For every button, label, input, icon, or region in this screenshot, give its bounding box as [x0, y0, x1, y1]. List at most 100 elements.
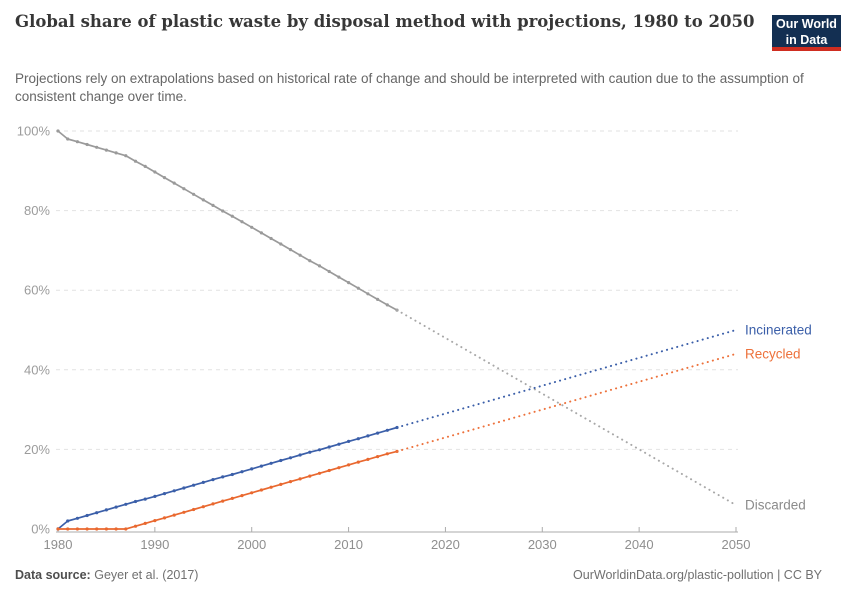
series-marker-incinerated	[221, 475, 225, 479]
series-marker-discarded	[376, 297, 380, 301]
series-marker-incinerated	[347, 439, 351, 443]
series-marker-recycled	[124, 527, 128, 531]
owid-logo-line1: Our World	[776, 17, 837, 31]
series-marker-recycled	[56, 527, 60, 531]
data-source: Data source: Geyer et al. (2017)	[15, 568, 198, 582]
series-marker-discarded	[298, 253, 302, 257]
series-marker-incinerated	[356, 437, 360, 441]
series-marker-recycled	[104, 527, 108, 531]
series-marker-recycled	[230, 496, 234, 500]
series-projection-discarded	[396, 309, 737, 507]
data-source-value: Geyer et al. (2017)	[94, 568, 199, 582]
series-marker-incinerated	[162, 492, 167, 496]
series-marker-recycled	[85, 527, 89, 531]
y-axis-label: 100%	[17, 124, 51, 139]
series-marker-discarded	[279, 242, 283, 246]
series-marker-incinerated	[153, 494, 157, 498]
series-marker-discarded	[133, 159, 138, 163]
series-label-incinerated: Incinerated	[745, 323, 812, 338]
series-marker-discarded	[192, 192, 196, 196]
series-marker-incinerated	[376, 431, 380, 435]
chart-subtitle: Projections rely on extrapolations based…	[15, 71, 804, 105]
series-marker-recycled	[133, 524, 138, 528]
series-marker-incinerated	[85, 513, 89, 518]
series-line-recycled	[58, 450, 398, 530]
series-marker-recycled	[192, 507, 196, 512]
series-marker-incinerated	[211, 478, 215, 482]
series-projection-incinerated	[396, 329, 737, 429]
series-marker-discarded	[230, 214, 234, 218]
series-marker-recycled	[356, 460, 360, 464]
series-marker-recycled	[66, 527, 70, 531]
series-marker-incinerated	[288, 456, 293, 460]
series-marker-discarded	[337, 275, 341, 279]
series-marker-discarded	[221, 209, 225, 213]
series-marker-discarded	[250, 225, 254, 229]
y-axis-label: 60%	[24, 283, 50, 298]
credit-link[interactable]: OurWorldinData.org/plastic-pollution | C…	[573, 568, 822, 582]
series-marker-discarded	[143, 164, 147, 168]
series-projection-recycled	[396, 352, 737, 453]
series-marker-incinerated	[250, 467, 254, 471]
series-label-recycled: Recycled	[745, 346, 801, 361]
series-marker-recycled	[327, 468, 331, 473]
series-marker-recycled	[376, 455, 380, 459]
series-marker-discarded	[66, 137, 70, 141]
series-marker-incinerated	[337, 442, 341, 446]
series-marker-incinerated	[308, 450, 312, 454]
series-marker-incinerated	[66, 519, 70, 523]
series-marker-incinerated	[192, 483, 196, 487]
series-marker-discarded	[308, 259, 312, 263]
series-marker-incinerated	[143, 497, 147, 501]
series-marker-incinerated	[124, 502, 128, 506]
series-marker-recycled	[182, 510, 186, 514]
x-axis-label: 2030	[528, 537, 557, 552]
series-marker-recycled	[366, 457, 370, 461]
series-marker-discarded	[269, 236, 273, 241]
series-line-discarded	[57, 130, 398, 311]
series-marker-recycled	[269, 485, 273, 489]
x-axis-label: 2010	[334, 537, 363, 552]
series-marker-discarded	[85, 142, 89, 147]
series-marker-discarded	[162, 176, 167, 180]
series-marker-discarded	[182, 187, 186, 191]
series-marker-recycled	[250, 491, 254, 495]
series-marker-incinerated	[385, 428, 389, 432]
series-marker-incinerated	[201, 480, 205, 484]
series-marker-incinerated	[259, 464, 263, 468]
x-axis-label: 2020	[431, 537, 460, 552]
series-marker-discarded	[327, 269, 331, 274]
series-marker-recycled	[347, 463, 351, 467]
series-marker-incinerated	[114, 505, 118, 509]
series-marker-recycled	[259, 488, 263, 492]
series-marker-discarded	[124, 154, 128, 158]
series-marker-recycled	[114, 527, 118, 531]
series-label-discarded: Discarded	[745, 498, 806, 513]
series-marker-recycled	[75, 527, 79, 531]
data-source-label: Data source:	[15, 568, 91, 582]
x-axis-label: 1980	[44, 537, 73, 552]
series-line-incinerated	[57, 426, 398, 530]
series-marker-recycled	[288, 480, 293, 484]
series-marker-discarded	[385, 303, 389, 307]
series-marker-incinerated	[95, 511, 99, 515]
series-marker-recycled	[385, 452, 389, 456]
x-axis-label: 1990	[140, 537, 169, 552]
y-axis-label: 0%	[31, 522, 50, 537]
series-marker-discarded	[366, 292, 370, 296]
series-marker-recycled	[337, 466, 341, 470]
series-marker-incinerated	[317, 448, 322, 452]
series-marker-recycled	[201, 505, 205, 509]
series-marker-discarded	[95, 145, 99, 149]
owid-logo[interactable]: Our World in Data	[772, 15, 841, 51]
series-marker-discarded	[153, 170, 157, 174]
series-marker-incinerated	[240, 470, 244, 474]
series-marker-discarded	[317, 264, 322, 268]
series-marker-discarded	[104, 148, 108, 152]
series-marker-recycled	[308, 474, 312, 478]
series-marker-discarded	[240, 220, 244, 224]
series-marker-discarded	[356, 286, 360, 290]
series-marker-incinerated	[75, 516, 79, 520]
series-marker-recycled	[298, 477, 302, 481]
